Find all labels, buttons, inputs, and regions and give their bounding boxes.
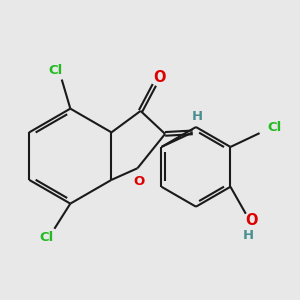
Text: O: O <box>245 213 257 228</box>
Text: Cl: Cl <box>48 64 62 77</box>
Text: O: O <box>154 70 166 85</box>
Text: Cl: Cl <box>268 121 282 134</box>
Text: O: O <box>134 175 145 188</box>
Text: H: H <box>192 110 203 123</box>
Text: Cl: Cl <box>40 231 54 244</box>
Text: H: H <box>243 229 254 242</box>
